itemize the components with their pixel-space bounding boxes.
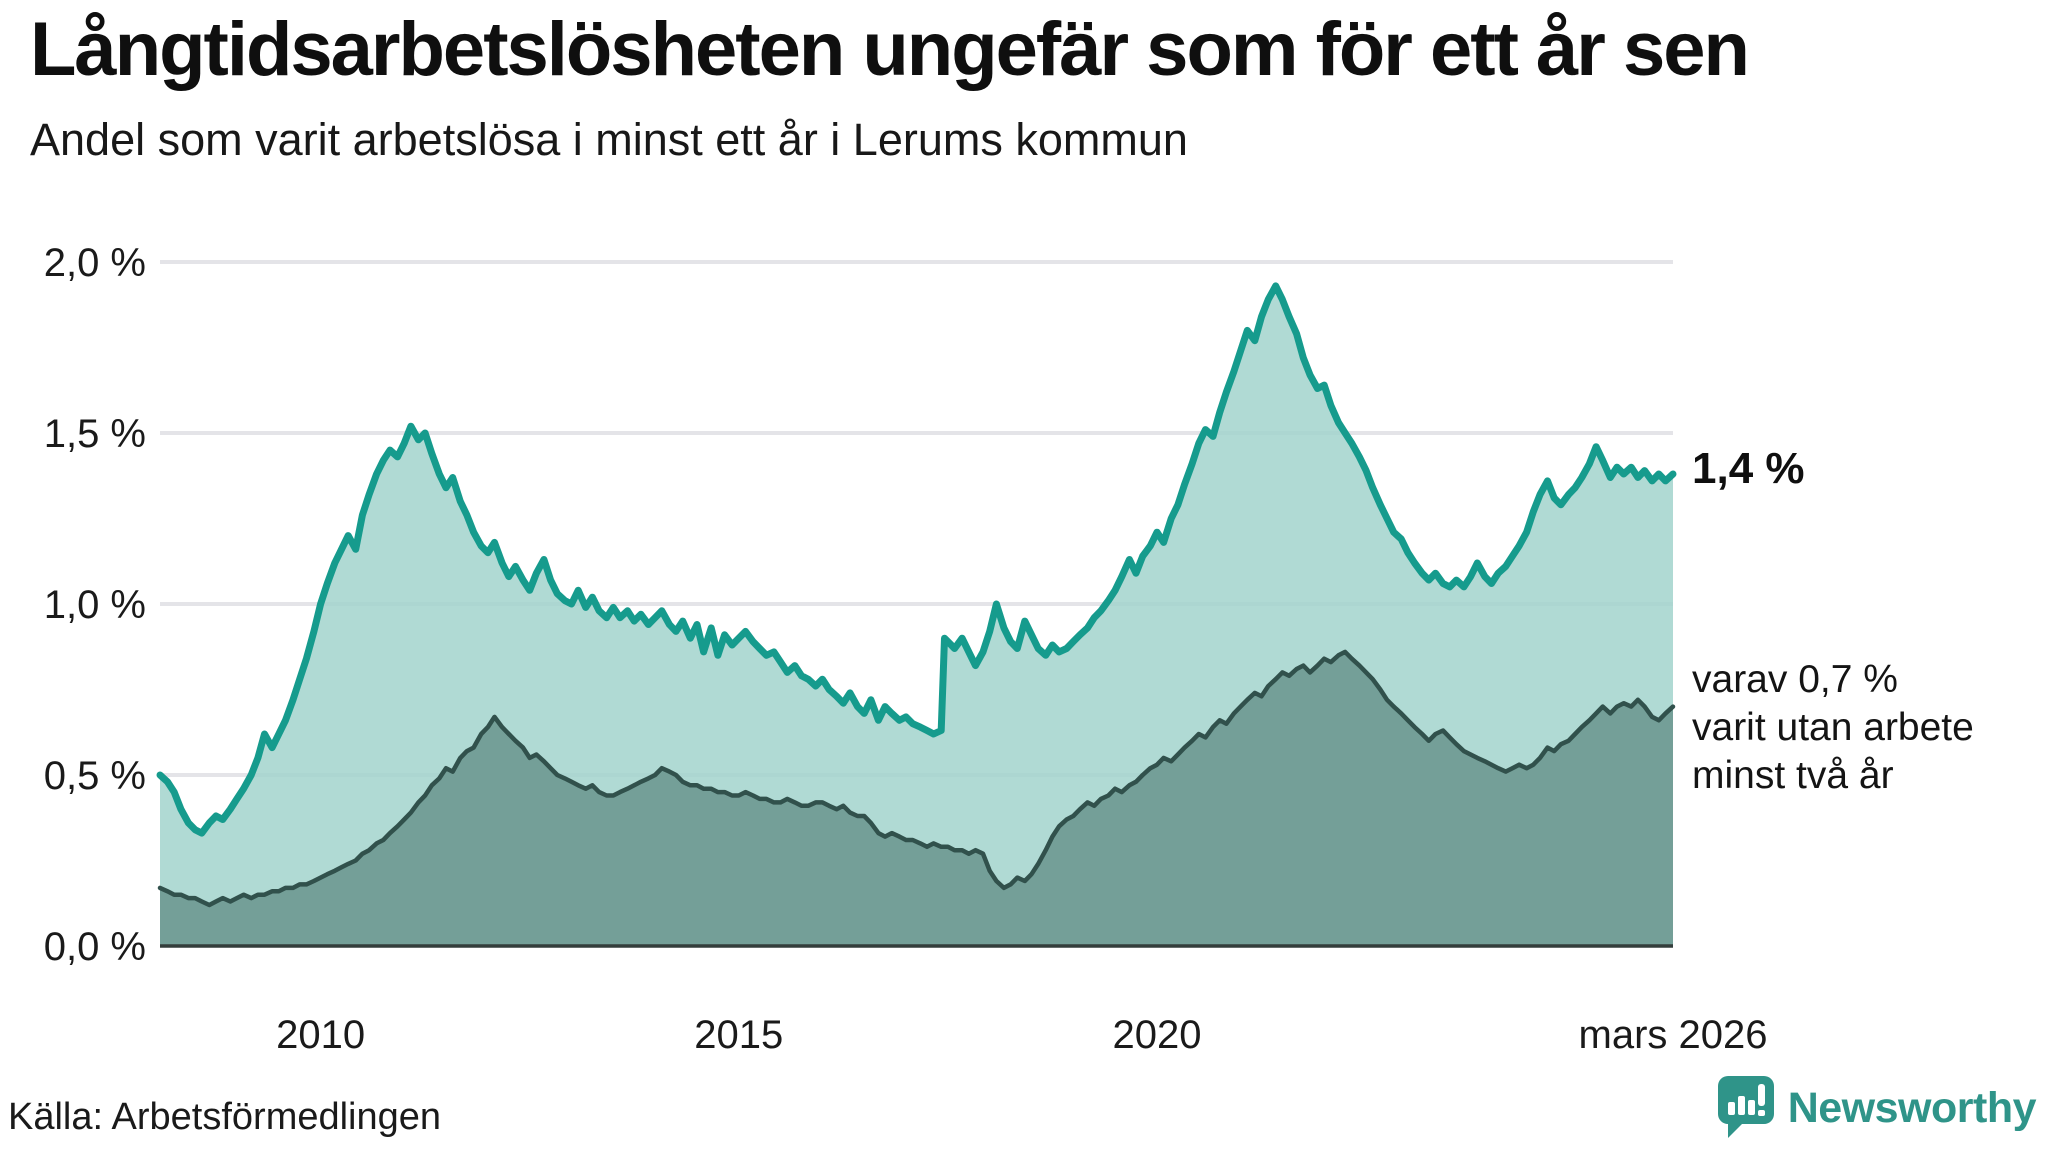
chart-subtitle: Andel som varit arbetslösa i minst ett å…: [30, 114, 1188, 165]
x-tick-label: 2010: [276, 1013, 365, 1057]
y-tick-label: 1,5 %: [44, 412, 146, 456]
latest-value-label: 1,4 %: [1692, 444, 1805, 493]
lower-series-annotation: varav 0,7 % varit utan arbete minst två …: [1692, 656, 1974, 800]
series-lines: [156, 282, 1677, 908]
source-credit: Källa: Arbetsförmedlingen: [8, 1096, 442, 1138]
y-tick-label: 1,0 %: [44, 583, 146, 627]
y-axis-labels: 0,0 % 0,5 % 1,0 % 1,5 % 2,0 %: [44, 241, 146, 969]
newsworthy-logo: Newsworthy: [1717, 1076, 2037, 1140]
line-series-2: [157, 649, 1676, 908]
y-tick-label: 0,5 %: [44, 754, 146, 798]
page-title: Långtidsarbetslösheten ungefär som för e…: [30, 7, 1750, 92]
x-tick-label: 2020: [1112, 1013, 1201, 1057]
x-tick-label: 2015: [694, 1013, 783, 1057]
y-tick-label: 2,0 %: [44, 241, 146, 285]
y-tick-label: 0,0 %: [44, 925, 146, 969]
newsworthy-wordmark: Newsworthy: [1787, 1083, 2037, 1132]
newsworthy-icon: [1717, 1076, 1774, 1138]
line-series-1: [156, 282, 1677, 837]
x-axis-labels: 2010 2015 2020 mars 2026: [276, 1013, 1767, 1057]
area-fill-series-2: [160, 651, 1673, 946]
area-fills: [160, 285, 1673, 946]
x-tick-label: mars 2026: [1579, 1013, 1768, 1057]
annotation-line: minst två år: [1692, 754, 1894, 797]
annotation-line: varav 0,7 %: [1692, 658, 1898, 701]
annotation-line: varit utan arbete: [1692, 706, 1974, 749]
